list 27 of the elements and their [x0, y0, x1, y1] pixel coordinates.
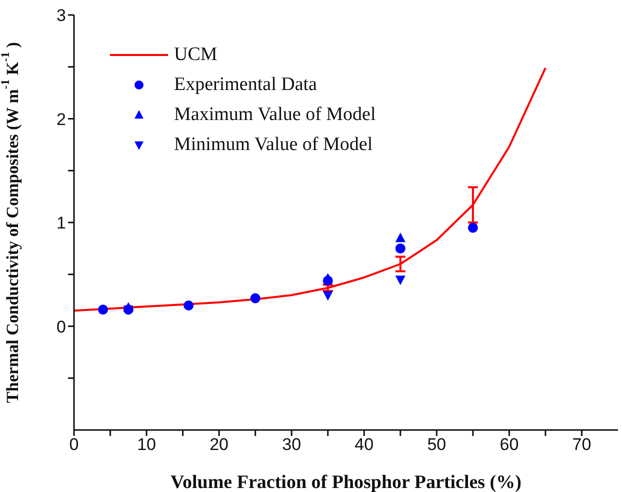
- point: [468, 222, 478, 233]
- x-tick-label: 20: [210, 435, 229, 454]
- point: [395, 276, 406, 286]
- point: [322, 273, 333, 283]
- point: [322, 291, 333, 301]
- legend-label: Maximum Value of Model: [174, 104, 376, 126]
- y-tick-label: 0: [56, 317, 66, 336]
- point: [250, 293, 260, 304]
- y-tick-label: 3: [56, 6, 66, 26]
- legend-label: Minimum Value of Model: [174, 134, 373, 156]
- x-tick-label: 70: [572, 435, 592, 454]
- x-tick-label: 60: [500, 435, 519, 454]
- line-series: [74, 66, 546, 312]
- legend-label: UCM: [174, 44, 218, 66]
- x-tick-label: 50: [427, 435, 446, 454]
- legend-label: Experimental Data: [174, 74, 317, 96]
- point: [184, 300, 194, 310]
- point: [395, 232, 406, 242]
- x-tick-label: 10: [137, 435, 156, 454]
- point: [395, 243, 406, 254]
- y-tick-label: 1: [56, 214, 66, 233]
- y-tick-label: 2: [56, 110, 66, 129]
- x-tick-label: 40: [354, 435, 374, 454]
- point: [98, 304, 108, 315]
- x-axis-title: Volume Fraction of Phosphor Particles (%): [170, 472, 522, 492]
- x-tick-label: 30: [282, 435, 302, 454]
- x-tick-label: 0: [69, 435, 79, 454]
